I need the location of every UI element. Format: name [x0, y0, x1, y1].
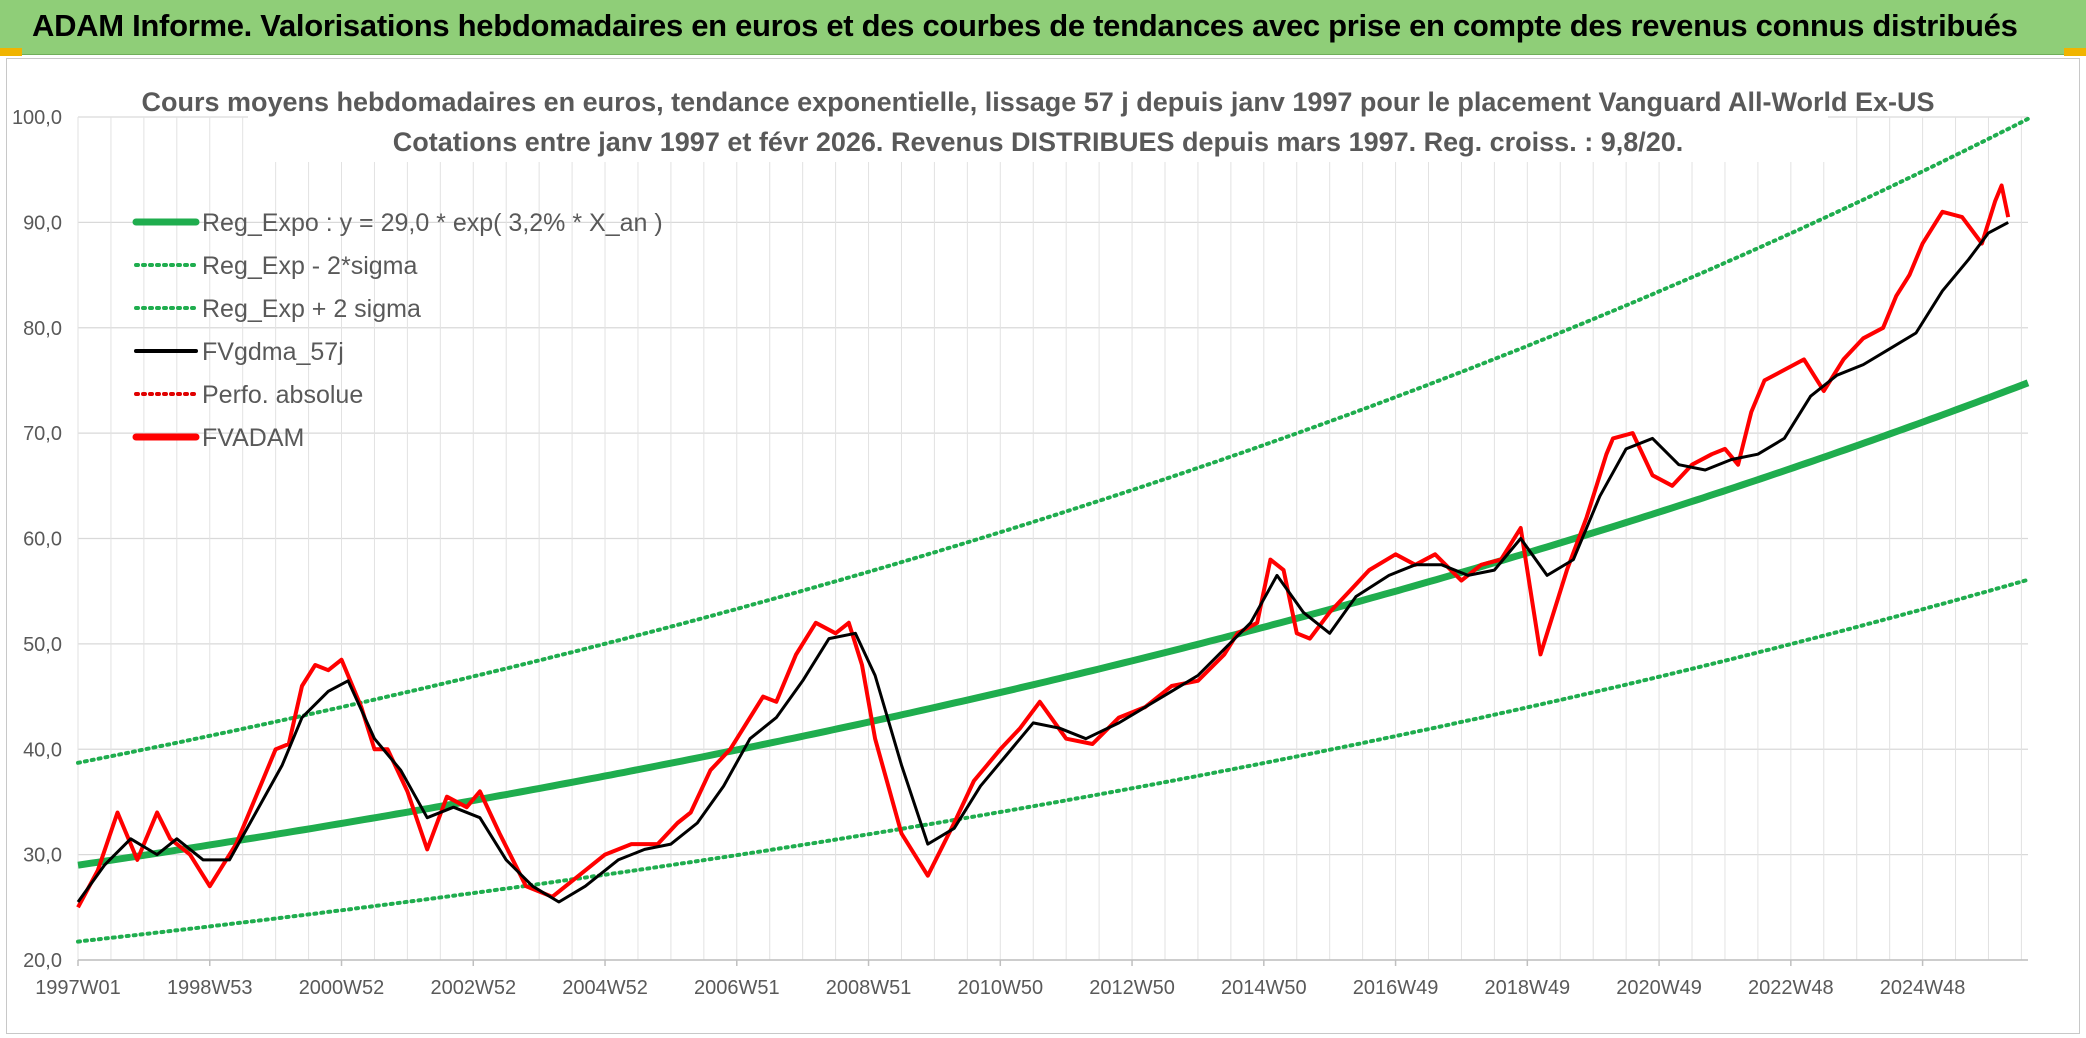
y-tick-label: 100,0 — [12, 107, 62, 129]
y-tick-label: 70,0 — [23, 423, 62, 445]
chart-subtitle-line-2: Cotations entre janv 1997 et févr 2026. … — [393, 127, 1684, 157]
x-tick-label: 2024W48 — [1880, 977, 1966, 999]
legend-label-0: Reg_Expo : y = 29,0 * exp( 3,2% * X_an ) — [202, 209, 663, 237]
title-background — [248, 82, 1828, 162]
x-tick-label: 2008W51 — [826, 977, 912, 999]
x-tick-label: 2002W52 — [430, 977, 516, 999]
x-tick-label: 2020W49 — [1616, 977, 1702, 999]
chart-legend: Reg_Expo : y = 29,0 * exp( 3,2% * X_an )… — [132, 209, 663, 452]
x-tick-label: 1997W01 — [35, 977, 121, 999]
reg-exp-plus-2sigma-line — [76, 116, 2030, 765]
x-tick-label: 2004W52 — [562, 977, 648, 999]
x-tick-label: 2006W51 — [694, 977, 780, 999]
legend-label-3: FVgdma_57j — [202, 338, 344, 366]
legend-label-4: Perfo. absolue — [202, 381, 363, 409]
y-axis-labels: 20,0 30,0 40,0 50,0 60,0 70,0 80,0 90,0 100,0 — [12, 107, 62, 972]
header-accent-left — [0, 48, 22, 56]
legend-label-5: FVADAM — [202, 424, 304, 452]
x-tick-label: 2016W49 — [1353, 977, 1439, 999]
x-tick-label: 2000W52 — [299, 977, 385, 999]
chart-title-line-1: Cours moyens hebdomadaires en euros, ten… — [141, 87, 1934, 117]
x-tick-label: 2022W48 — [1748, 977, 1834, 999]
fvadam-line — [76, 183, 2011, 909]
report-title: ADAM Informe. Valorisations hebdomadaire… — [32, 8, 2018, 43]
legend-label-1: Reg_Exp - 2*sigma — [202, 252, 417, 280]
x-tick-label: 2010W50 — [957, 977, 1043, 999]
x-tick-label: 2014W50 — [1221, 977, 1307, 999]
x-tick-label: 2012W50 — [1089, 977, 1175, 999]
series-layer — [76, 116, 2030, 944]
x-axis-labels: 1997W01 1998W53 2000W52 2002W52 2004W52 2006W… — [35, 977, 1965, 999]
chart-titles: Cours moyens hebdomadaires en euros, ten… — [141, 82, 1935, 162]
chart-frame — [6, 58, 2080, 1034]
header-accent-right — [2064, 48, 2086, 56]
y-tick-label: 50,0 — [23, 634, 62, 656]
y-tick-label: 40,0 — [23, 739, 62, 761]
x-tick-label: 1998W53 — [167, 977, 253, 999]
y-tick-label: 60,0 — [23, 529, 62, 551]
x-tick-label: 2018W49 — [1485, 977, 1571, 999]
y-tick-label: 30,0 — [23, 845, 62, 867]
report-header: ADAM Informe. Valorisations hebdomadaire… — [0, 0, 2086, 56]
grid-lines — [77, 116, 2028, 966]
fvgdma-57j-line — [76, 221, 2009, 904]
y-tick-label: 80,0 — [23, 318, 62, 340]
reg-exp-minus-2sigma-line — [76, 577, 2030, 944]
y-tick-label: 20,0 — [23, 950, 62, 972]
legend-label-2: Reg_Exp + 2 sigma — [202, 295, 421, 323]
y-tick-label: 90,0 — [23, 212, 62, 234]
reg-expo-line — [77, 379, 2030, 869]
